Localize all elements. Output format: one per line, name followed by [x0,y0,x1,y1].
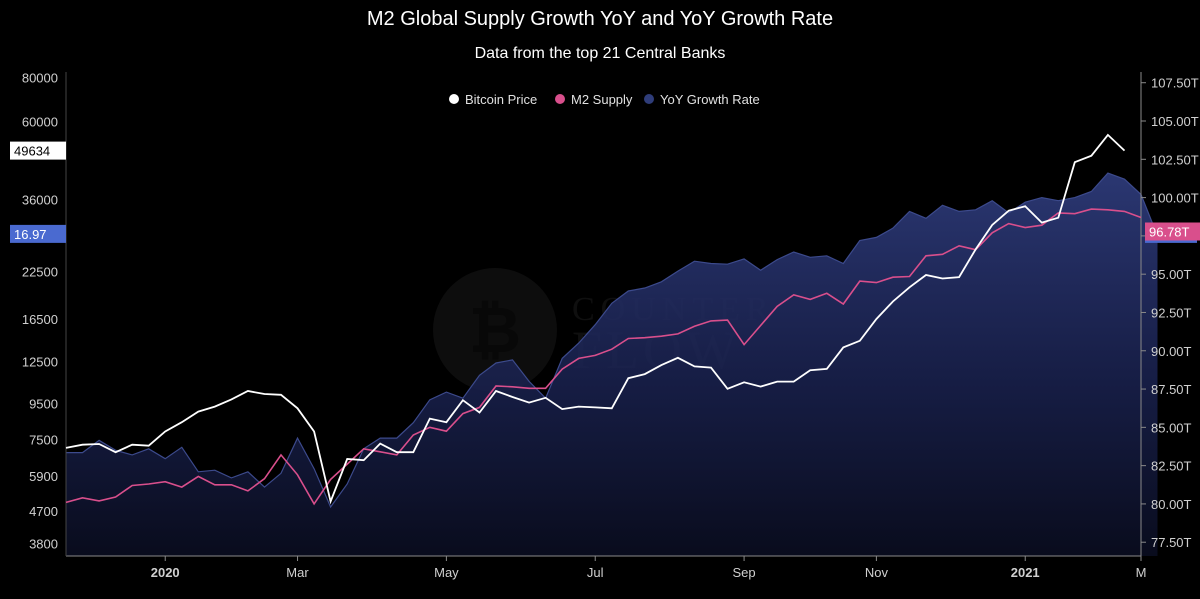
x-tick-label: 2021 [1011,565,1040,580]
legend-label: Bitcoin Price [465,92,537,107]
yoy-growth-line [66,172,1159,509]
left-tick-label: 22500 [22,265,58,280]
watermark-bitcoin-icon: ₿ [469,294,521,368]
left-tick-label: 36000 [22,193,58,208]
right-tick-label: 85.00T [1151,420,1192,435]
yoy-left-current-tag-bg [10,224,66,243]
right-tick-label: 77.50T [1151,535,1192,550]
left-tick-label: 16500 [22,312,58,327]
legend-marker-icon [555,94,565,104]
x-tick-label: M [1136,565,1147,580]
bitcoin-current-tag: 49634 [10,141,66,160]
m2-current-tag-text: 96.78T [1149,225,1190,240]
legend-label: M2 Supply [571,92,633,107]
m2-current-tag: 96.78T [1145,222,1200,241]
left-tick-label: 12500 [22,354,58,369]
x-tick-label: Sep [733,565,756,580]
x-axis-ticks: 2020 Mar May Jul Sep Nov 2021 M [151,556,1147,580]
chart-subtitle: Data from the top 21 Central Banks [474,45,726,62]
bitcoin-current-tag-text: 49634 [14,144,50,159]
bitcoin-price-line [65,133,1126,505]
right-tick-label: 102.50T [1151,152,1199,167]
right-tick-label: 105.00T [1151,114,1199,129]
series-yoy-growth-rate [66,172,1159,556]
right-tick-label: 92.50T [1151,306,1192,321]
x-tick-label: 2020 [151,565,180,580]
bitcoin-current-tag-bg [10,141,66,160]
right-tick-label: 87.50T [1151,382,1192,397]
legend-item[interactable]: YoY Growth Rate [644,92,760,107]
chart-title: M2 Global Supply Growth YoY and YoY Grow… [366,8,834,30]
watermark-bitcoin-circle [433,268,557,392]
m2-current-tag-bg [1145,222,1200,241]
right-tick-label: 82.50T [1151,459,1192,474]
yoy-growth-area [66,173,1158,556]
legend-marker-icon [644,94,654,104]
legend-label: YoY Growth Rate [660,92,760,107]
right-tick-label: 90.00T [1151,344,1192,359]
left-tick-label: 4700 [29,504,58,519]
x-tick-label: Nov [865,565,889,580]
right-tick-label: 107.50T [1151,76,1199,91]
series-bitcoin-price [65,133,1126,505]
legend-marker-icon [449,94,459,104]
right-tick-label: 100.00T [1151,191,1199,206]
m2-supply-line [65,208,1142,506]
left-tick-label: 9500 [29,396,58,411]
left-tick-label: 3800 [29,536,58,551]
left-tick-label: 5900 [29,469,58,484]
right-tick-label: 95.00T [1151,267,1192,282]
x-tick-label: Mar [286,565,309,580]
legend: Bitcoin Price M2 Supply YoY Growth Rate [449,92,760,107]
yoy-left-current-tag: 16.97 [10,224,66,243]
left-tick-label: 80000 [22,71,58,86]
left-tick-label: 7500 [29,433,58,448]
right-tick-label: 80.00T [1151,497,1192,512]
x-tick-label: May [434,565,459,580]
left-tick-label: 60000 [22,115,58,130]
series-m2-supply [65,208,1142,506]
legend-item[interactable]: M2 Supply [555,92,633,107]
yoy-left-current-tag-text: 16.97 [14,227,47,242]
x-tick-label: Jul [587,565,604,580]
legend-item[interactable]: Bitcoin Price [449,92,537,107]
